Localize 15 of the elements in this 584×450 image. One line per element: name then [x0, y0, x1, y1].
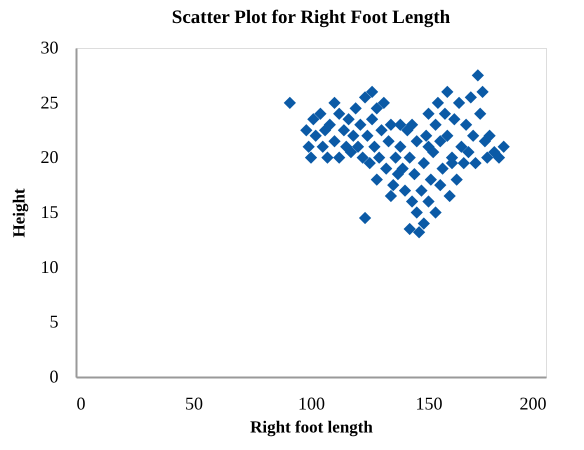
- x-tick-label: 0: [76, 394, 86, 414]
- x-tick-label: 200: [520, 394, 546, 414]
- y-tick-label: 15: [40, 202, 58, 222]
- x-tick-label: 100: [298, 394, 325, 414]
- y-tick-label: 5: [50, 312, 58, 332]
- y-tick-label: 25: [40, 92, 58, 112]
- x-axis-title: Right foot length: [250, 418, 374, 436]
- x-tick-label: 150: [416, 394, 442, 414]
- y-tick-label: 0: [50, 366, 58, 386]
- y-tick-label: 20: [40, 147, 58, 168]
- chart-title: Scatter Plot for Right Foot Length: [172, 7, 451, 28]
- y-axis-title: Height: [10, 188, 28, 238]
- y-tick-label: 10: [40, 256, 58, 277]
- x-tick-label: 50: [185, 394, 203, 414]
- y-tick-label: 30: [40, 38, 58, 58]
